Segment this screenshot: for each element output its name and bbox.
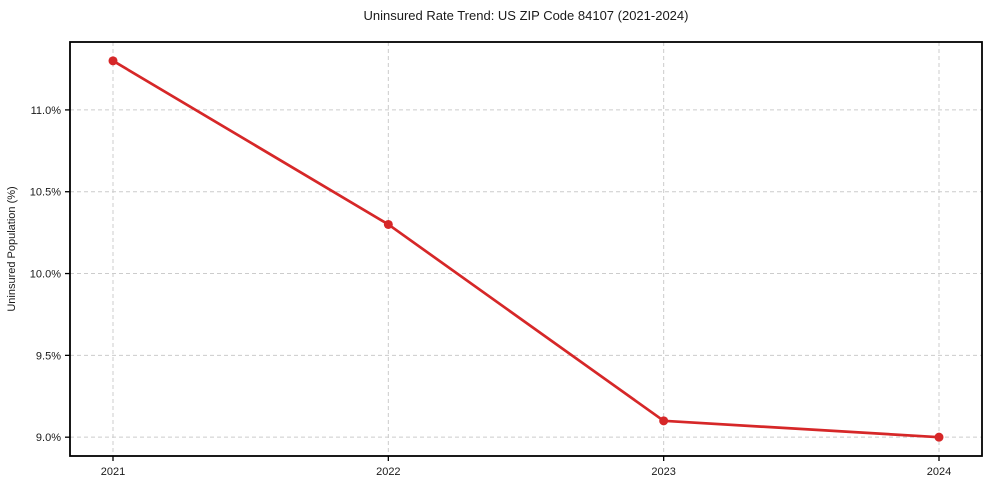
chart-title: Uninsured Rate Trend: US ZIP Code 84107 … (364, 8, 689, 23)
data-point (108, 56, 118, 66)
axis-ticks (65, 109, 940, 461)
y-tick-label: 11.0% (31, 105, 62, 117)
y-tick-label: 10.5% (30, 187, 61, 199)
y-axis-label: Uninsured Population (%) (6, 186, 18, 311)
x-tick-label: 2024 (927, 466, 951, 478)
y-tick-label: 9.5% (36, 350, 61, 362)
x-tick-label: 2023 (651, 466, 675, 478)
y-tick-label: 9.0% (36, 432, 61, 444)
data-point (659, 416, 669, 426)
trend-line (111, 59, 941, 439)
gridlines (70, 42, 982, 456)
data-point (934, 432, 944, 442)
data-series (108, 56, 944, 442)
y-tick-label: 10.0% (30, 269, 61, 281)
data-point (383, 219, 393, 229)
tick-labels: 9.0% 9.5% 10.0% 10.5% 11.0% 2021 2022 2023 2024 (30, 105, 951, 478)
x-tick-label: 2021 (101, 466, 125, 478)
plot-border (69, 41, 983, 457)
x-tick-label: 2022 (376, 466, 400, 478)
